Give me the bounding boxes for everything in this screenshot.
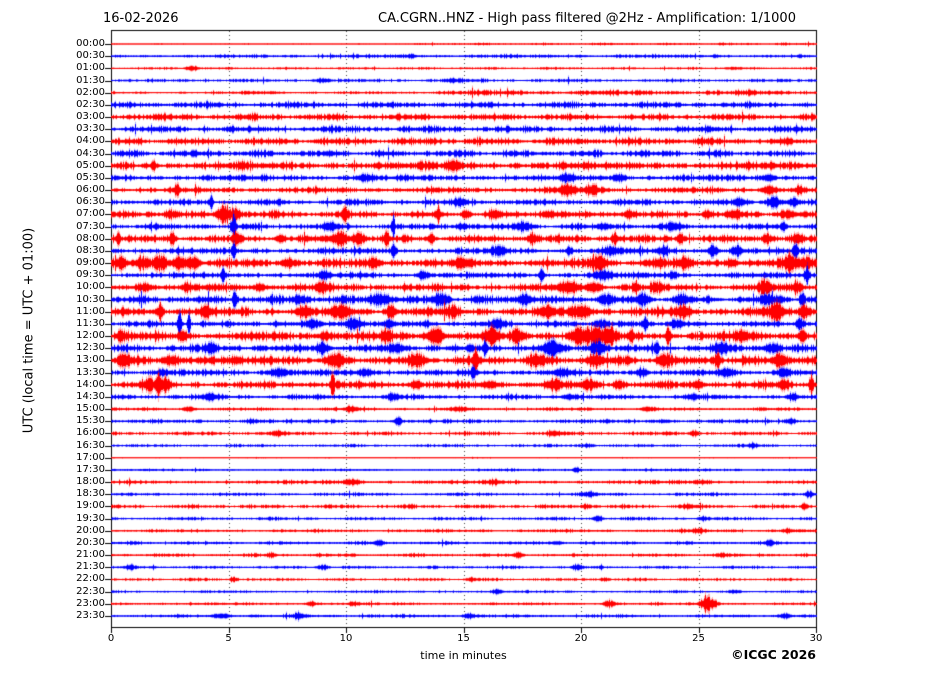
date-label: 16-02-2026 bbox=[103, 11, 179, 26]
y-tick-label: 06:00 bbox=[76, 184, 105, 196]
x-tick-label: 0 bbox=[107, 633, 115, 644]
y-tick-label: 03:00 bbox=[76, 111, 105, 123]
y-tick-label: 12:00 bbox=[76, 330, 105, 342]
y-tick-label: 18:30 bbox=[76, 488, 105, 500]
y-tick-label: 19:30 bbox=[76, 512, 105, 524]
y-tick-label: 22:30 bbox=[76, 585, 105, 597]
y-tick-label: 14:00 bbox=[76, 378, 105, 390]
y-tick-label: 06:30 bbox=[76, 196, 105, 208]
y-tick-label: 02:30 bbox=[76, 98, 105, 110]
x-tick-label: 15 bbox=[457, 633, 470, 644]
y-tick-label: 11:00 bbox=[76, 305, 105, 317]
y-tick-label: 02:00 bbox=[76, 86, 105, 98]
y-tick-label: 16:30 bbox=[76, 439, 105, 451]
y-tick-label: 21:30 bbox=[76, 561, 105, 573]
x-tick-label: 5 bbox=[225, 633, 232, 644]
plot-title: CA.CGRN..HNZ - High pass filtered @2Hz -… bbox=[378, 11, 796, 26]
y-tick-label: 01:30 bbox=[76, 74, 105, 86]
y-tick-label: 17:00 bbox=[76, 451, 105, 463]
x-tick-label: 10 bbox=[339, 633, 353, 644]
y-tick-label: 04:30 bbox=[76, 147, 105, 159]
y-tick-label: 23:30 bbox=[76, 609, 105, 621]
y-tick-label: 21:00 bbox=[76, 549, 105, 561]
y-axis-label: UTC (local time = UTC + 01:00) bbox=[21, 227, 37, 434]
y-tick-label: 00:30 bbox=[76, 50, 105, 62]
y-tick-label: 19:00 bbox=[76, 500, 105, 512]
copyright-credit: ©ICGC 2026 bbox=[731, 647, 816, 662]
y-tick-label: 15:30 bbox=[76, 415, 105, 427]
x-tick-label: 25 bbox=[692, 633, 705, 644]
y-tick-label: 01:00 bbox=[76, 62, 105, 74]
y-tick-label: 20:30 bbox=[76, 536, 105, 548]
y-tick-label: 05:30 bbox=[76, 171, 105, 183]
y-tick-label: 09:00 bbox=[76, 257, 105, 269]
y-tick-label: 07:30 bbox=[76, 220, 105, 232]
y-tick-label: 18:00 bbox=[76, 476, 105, 488]
x-tick-label: 30 bbox=[809, 633, 823, 644]
y-tick-label: 09:30 bbox=[76, 269, 105, 281]
x-tick-label: 20 bbox=[574, 633, 588, 644]
y-tick-label: 20:00 bbox=[76, 524, 105, 536]
y-tick-label: 07:00 bbox=[76, 208, 105, 220]
y-tick-label: 23:00 bbox=[76, 597, 105, 609]
y-tick-label: 08:30 bbox=[76, 244, 105, 256]
y-tick-label: 10:00 bbox=[76, 281, 105, 293]
y-tick-label: 13:00 bbox=[76, 354, 105, 366]
y-tick-label: 17:30 bbox=[76, 463, 105, 475]
y-tick-label: 03:30 bbox=[76, 123, 105, 135]
y-tick-label: 13:30 bbox=[76, 366, 105, 378]
y-tick-label: 11:30 bbox=[76, 317, 105, 329]
x-axis-label: time in minutes bbox=[420, 649, 507, 662]
y-tick-label: 10:30 bbox=[76, 293, 105, 305]
y-tick-label: 08:00 bbox=[76, 232, 105, 244]
y-tick-label: 16:00 bbox=[76, 427, 105, 439]
y-tick-label: 14:30 bbox=[76, 390, 105, 402]
y-tick-label: 04:00 bbox=[76, 135, 105, 147]
y-tick-label: 22:00 bbox=[76, 573, 105, 585]
y-tick-label: 15:00 bbox=[76, 403, 105, 415]
y-tick-label: 12:30 bbox=[76, 342, 105, 354]
y-tick-label: 05:00 bbox=[76, 159, 105, 171]
y-tick-label: 00:00 bbox=[76, 38, 105, 49]
